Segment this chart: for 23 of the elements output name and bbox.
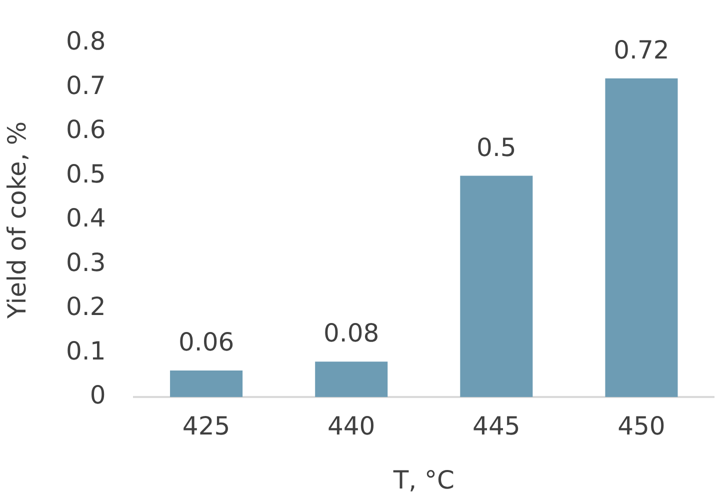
y-tick-label: 0.7 bbox=[66, 70, 106, 100]
x-tick-label: 440 bbox=[327, 412, 376, 440]
y-tick-label: 0.4 bbox=[66, 204, 106, 232]
data-label: 0.5 bbox=[476, 132, 516, 162]
data-label: 0.06 bbox=[178, 327, 234, 356]
y-tick-label: 0.8 bbox=[66, 26, 106, 56]
x-tick-label: 445 bbox=[472, 412, 520, 440]
y-tick-label: 0.1 bbox=[66, 336, 106, 366]
x-axis-title: T, °C bbox=[392, 466, 454, 494]
y-tick-label: 0.2 bbox=[66, 292, 106, 321]
data-label: 0.72 bbox=[614, 35, 670, 64]
y-tick-label: 0.5 bbox=[66, 159, 106, 188]
y-tick-label: 0.6 bbox=[66, 115, 106, 144]
bar bbox=[315, 362, 388, 397]
bar bbox=[170, 370, 243, 397]
bar bbox=[605, 78, 678, 397]
data-label: 0.08 bbox=[324, 318, 380, 348]
y-axis-title: Yield of coke, % bbox=[2, 121, 32, 320]
x-tick-label: 450 bbox=[618, 412, 666, 440]
y-tick-label: 0 bbox=[90, 380, 106, 410]
x-tick-label: 425 bbox=[182, 412, 230, 440]
y-tick-label: 0.3 bbox=[66, 248, 106, 277]
bar bbox=[460, 176, 533, 397]
